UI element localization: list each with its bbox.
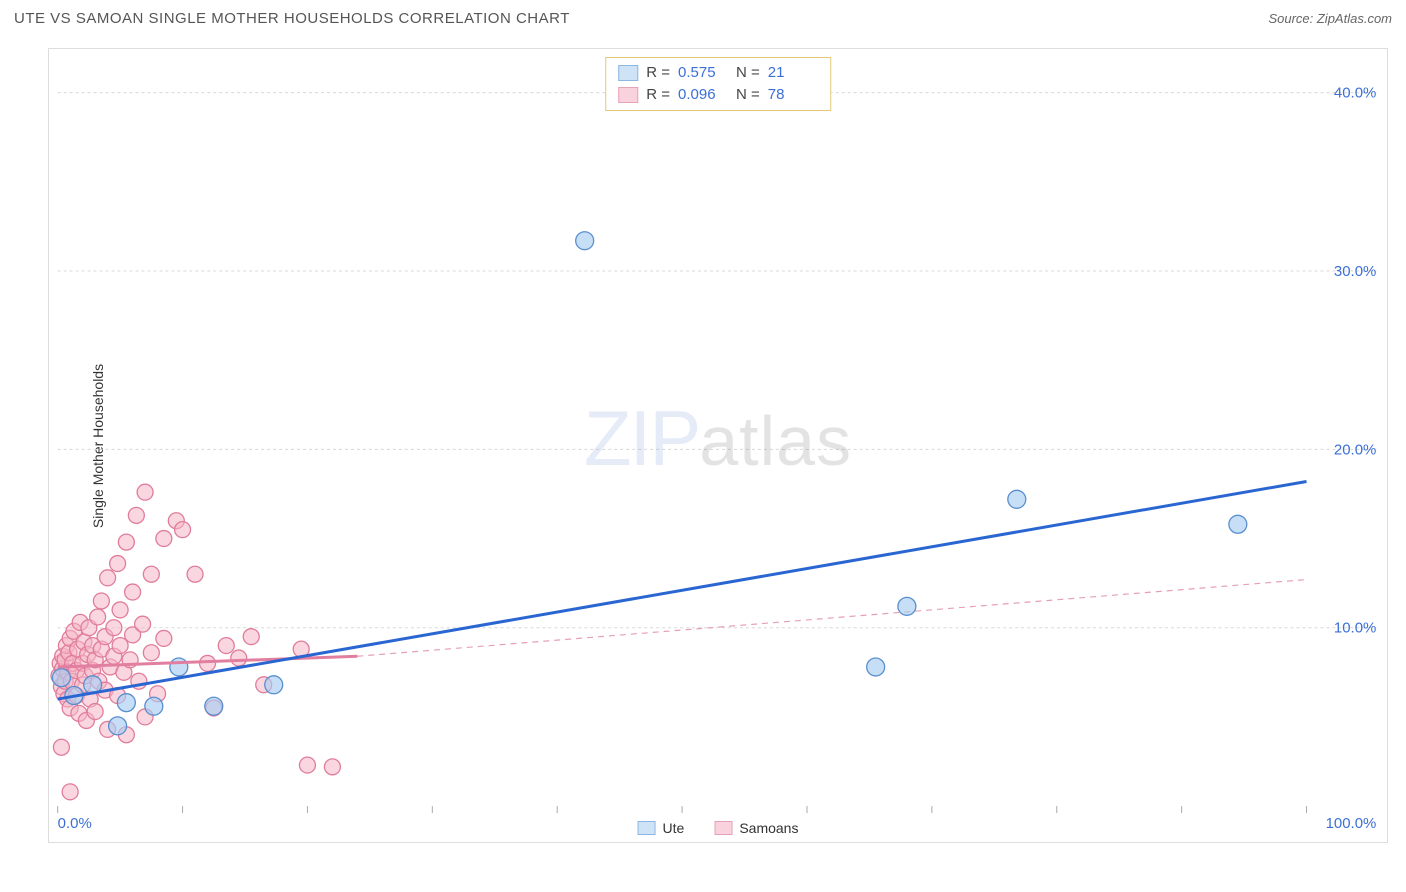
- legend-item-samoans: Samoans: [714, 820, 798, 836]
- scatter-chart: 10.0% 20.0% 30.0% 40.0% 0.0% 100.0%: [49, 49, 1387, 842]
- swatch-samoans-icon: [714, 821, 732, 835]
- svg-text:20.0%: 20.0%: [1334, 441, 1376, 458]
- correlation-legend: R = 0.575 N = 21 R = 0.096 N = 78: [605, 57, 831, 111]
- legend-row-ute: R = 0.575 N = 21: [618, 62, 818, 84]
- swatch-samoans-icon: [618, 87, 638, 103]
- series-legend: Ute Samoans: [638, 820, 799, 836]
- legend-item-ute: Ute: [638, 820, 685, 836]
- svg-text:0.0%: 0.0%: [58, 815, 92, 832]
- chart-container: ZIPatlas 10.0%20.0%30.0%40.0%0.0%100.0% …: [48, 48, 1388, 843]
- legend-row-samoans: R = 0.096 N = 78: [618, 84, 818, 106]
- source-label: Source: ZipAtlas.com: [1268, 11, 1392, 26]
- chart-title: UTE VS SAMOAN SINGLE MOTHER HOUSEHOLDS C…: [14, 10, 570, 27]
- svg-text:40.0%: 40.0%: [1334, 85, 1376, 102]
- svg-text:100.0%: 100.0%: [1326, 815, 1377, 832]
- svg-text:10.0%: 10.0%: [1334, 620, 1376, 637]
- svg-text:30.0%: 30.0%: [1334, 263, 1376, 280]
- swatch-ute-icon: [618, 65, 638, 81]
- swatch-ute-icon: [638, 821, 656, 835]
